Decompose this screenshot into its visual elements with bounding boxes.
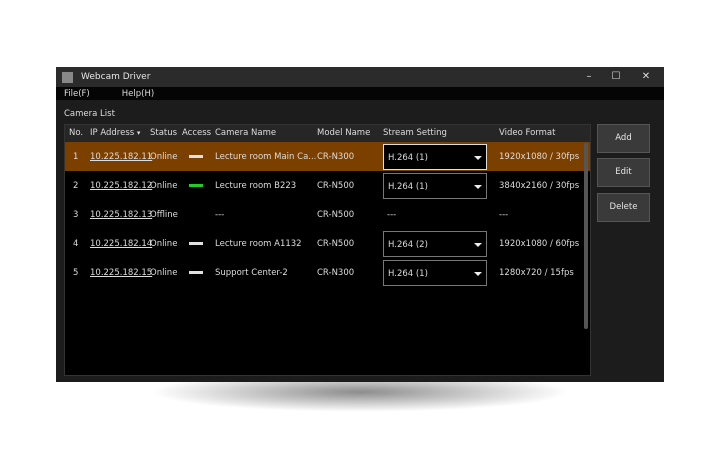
- access-indicator: [189, 184, 203, 187]
- stream-setting-dropdown[interactable]: H.264 (2): [383, 231, 487, 257]
- row-status: Offline: [150, 210, 178, 220]
- row-status: Online: [150, 268, 178, 278]
- row-stream: ---: [387, 210, 397, 220]
- row-format: 1280x720 / 15fps: [499, 268, 574, 278]
- chevron-down-icon: [474, 272, 482, 276]
- stream-setting-dropdown[interactable]: H.264 (1): [383, 173, 487, 199]
- col-ip-label: IP Address: [90, 128, 135, 138]
- maximize-icon[interactable]: ☐: [611, 71, 621, 82]
- col-status[interactable]: Status: [150, 128, 178, 138]
- section-title: Camera List: [64, 109, 115, 119]
- ip-link[interactable]: 10.225.182.12: [90, 181, 153, 191]
- table-header: No. IP Address ▾ Status Access Camera Na…: [65, 125, 590, 142]
- row-model: CR-N500: [317, 239, 355, 249]
- camera-table: No. IP Address ▾ Status Access Camera Na…: [64, 124, 591, 376]
- chevron-down-icon: [474, 185, 482, 189]
- row-format: 3840x2160 / 30fps: [499, 181, 580, 191]
- row-model: CR-N300: [317, 268, 355, 278]
- menu-bar: File(F) Help(H): [56, 87, 664, 100]
- ip-link[interactable]: 10.225.182.14: [90, 239, 153, 249]
- row-model: CR-N300: [317, 152, 355, 162]
- col-format[interactable]: Video Format: [499, 128, 556, 138]
- edit-button[interactable]: Edit: [597, 158, 650, 187]
- stream-value: H.264 (1): [388, 269, 428, 279]
- stream-value: H.264 (2): [388, 240, 428, 250]
- ip-link[interactable]: 10.225.182.13: [90, 210, 153, 220]
- stream-setting-dropdown[interactable]: H.264 (1): [383, 260, 487, 286]
- row-no: 2: [73, 181, 79, 191]
- row-model: CR-N500: [317, 210, 355, 220]
- col-access[interactable]: Access: [182, 128, 212, 138]
- close-icon[interactable]: ✕: [641, 71, 651, 82]
- row-format: ---: [499, 210, 509, 220]
- table-row[interactable]: 1 10.225.182.11 Online Lecture room Main …: [65, 142, 590, 171]
- table-row[interactable]: 3 10.225.182.13 Offline --- CR-N500 --- ---: [65, 200, 590, 229]
- stream-setting-dropdown[interactable]: H.264 (1): [383, 144, 487, 170]
- col-model[interactable]: Model Name: [317, 128, 371, 138]
- row-format: 1920x1080 / 60fps: [499, 239, 580, 249]
- ip-link[interactable]: 10.225.182.11: [90, 152, 153, 162]
- chevron-down-icon: [474, 243, 482, 247]
- minimize-icon[interactable]: –: [586, 71, 592, 82]
- table-row[interactable]: 5 10.225.182.15 Online Support Center-2 C…: [65, 258, 590, 287]
- row-camera-name: Lecture room A1132: [215, 239, 302, 249]
- table-row[interactable]: 4 10.225.182.14 Online Lecture room A1132…: [65, 229, 590, 258]
- col-camera-name[interactable]: Camera Name: [215, 128, 277, 138]
- row-format: 1920x1080 / 30fps: [499, 152, 580, 162]
- menu-file[interactable]: File(F): [64, 88, 90, 99]
- col-no[interactable]: No.: [69, 128, 84, 138]
- title-bar: Webcam Driver – ☐ ✕: [56, 67, 664, 87]
- row-no: 3: [73, 210, 79, 220]
- row-no: 1: [73, 152, 79, 162]
- sort-desc-icon: ▾: [136, 129, 141, 137]
- window-title: Webcam Driver: [81, 72, 151, 82]
- row-camera-name: ---: [215, 210, 225, 220]
- row-no: 4: [73, 239, 79, 249]
- col-stream[interactable]: Stream Setting: [383, 128, 447, 138]
- add-button[interactable]: Add: [597, 124, 650, 153]
- ip-link[interactable]: 10.225.182.15: [90, 268, 153, 278]
- access-indicator: [189, 155, 203, 158]
- row-camera-name: Lecture room B223: [215, 181, 297, 191]
- menu-help[interactable]: Help(H): [121, 88, 155, 99]
- row-no: 5: [73, 268, 79, 278]
- row-status: Online: [150, 181, 178, 191]
- row-status: Online: [150, 239, 178, 249]
- access-indicator: [189, 271, 203, 274]
- chevron-down-icon: [474, 156, 482, 160]
- app-window: Webcam Driver – ☐ ✕ File(F) Help(H) Came…: [56, 67, 664, 382]
- scrollbar[interactable]: [584, 143, 588, 329]
- table-row[interactable]: 2 10.225.182.12 Online Lecture room B223 …: [65, 171, 590, 200]
- stream-value: H.264 (1): [388, 182, 428, 192]
- row-status: Online: [150, 152, 178, 162]
- access-indicator: [189, 242, 203, 245]
- stream-value: H.264 (1): [388, 153, 428, 163]
- row-camera-name: Lecture room Main Ca...: [215, 152, 317, 162]
- col-ip[interactable]: IP Address ▾: [90, 128, 140, 138]
- row-camera-name: Support Center-2: [215, 268, 288, 278]
- app-icon: [62, 71, 73, 83]
- delete-button[interactable]: Delete: [597, 193, 650, 222]
- row-model: CR-N500: [317, 181, 355, 191]
